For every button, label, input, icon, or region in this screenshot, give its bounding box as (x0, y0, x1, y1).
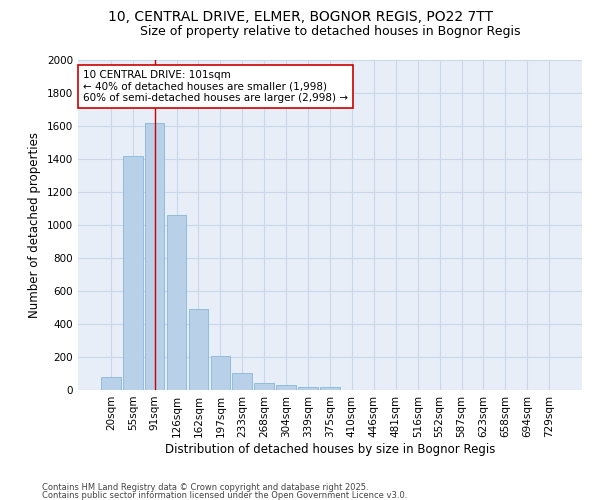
Bar (320, 386, 340, 390)
Bar (211, 356, 230, 390)
Bar (232, 372, 252, 390)
Bar (298, 386, 318, 390)
Bar (123, 156, 143, 390)
Text: Contains public sector information licensed under the Open Government Licence v3: Contains public sector information licen… (42, 490, 407, 500)
Bar (276, 385, 296, 390)
Text: 10 CENTRAL DRIVE: 101sqm
← 40% of detached houses are smaller (1,998)
60% of sem: 10 CENTRAL DRIVE: 101sqm ← 40% of detach… (83, 70, 348, 103)
X-axis label: Distribution of detached houses by size in Bognor Regis: Distribution of detached houses by size … (165, 442, 495, 456)
Bar (145, 122, 164, 390)
Bar (188, 309, 208, 390)
Bar (254, 384, 274, 390)
Bar (167, 215, 187, 390)
Y-axis label: Number of detached properties: Number of detached properties (28, 132, 41, 318)
Title: Size of property relative to detached houses in Bognor Regis: Size of property relative to detached ho… (140, 25, 520, 38)
Text: 10, CENTRAL DRIVE, ELMER, BOGNOR REGIS, PO22 7TT: 10, CENTRAL DRIVE, ELMER, BOGNOR REGIS, … (107, 10, 493, 24)
Bar (101, 377, 121, 390)
Text: Contains HM Land Registry data © Crown copyright and database right 2025.: Contains HM Land Registry data © Crown c… (42, 484, 368, 492)
